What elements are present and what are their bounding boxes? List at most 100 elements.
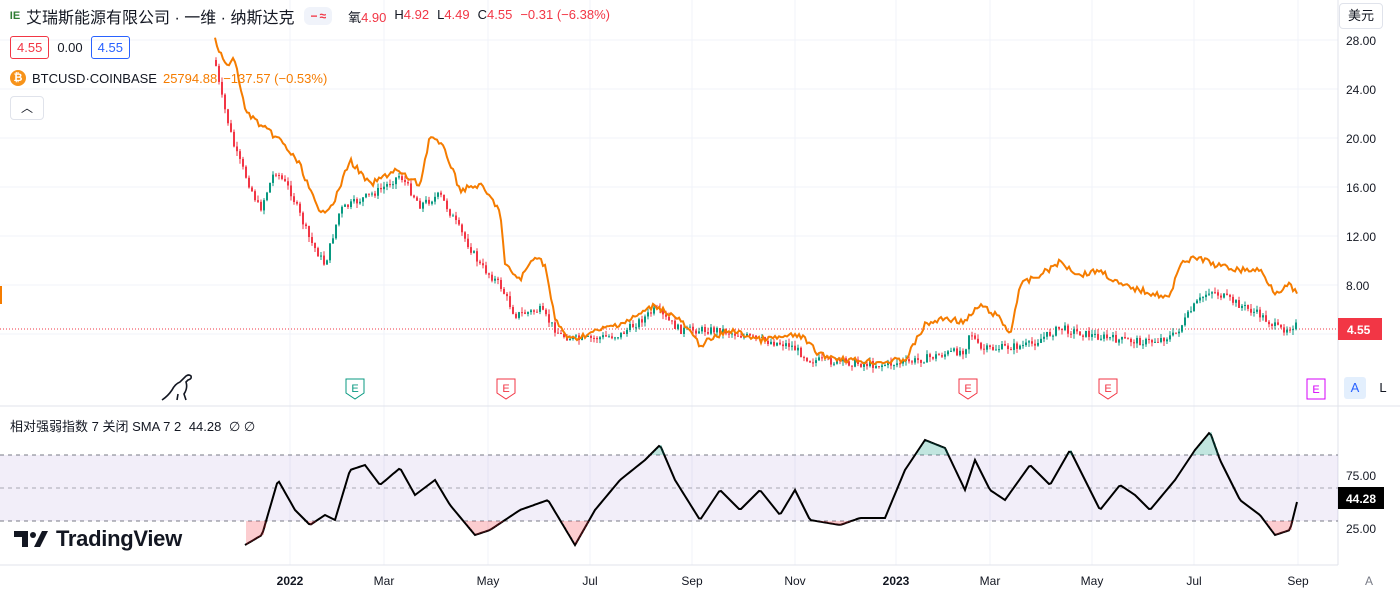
rsi-oversold-fill [464, 521, 466, 522]
candle-body [458, 220, 460, 225]
rsi-oversold-fill [496, 521, 498, 526]
rsi-legend[interactable]: 相对强弱指数 7 关闭 SMA 7 2 44.28 ∅ ∅ [10, 416, 255, 435]
rsi-oversold-fill [588, 521, 590, 523]
candle-body [728, 333, 730, 335]
candle-body [1226, 293, 1228, 295]
candle-body [878, 366, 880, 368]
rsi-line [244, 431, 1298, 547]
market-status-pill[interactable]: − ≈ [304, 7, 333, 25]
earnings-marker[interactable]: E [345, 378, 365, 400]
dinosaur-icon[interactable] [161, 374, 192, 401]
log-scale-button[interactable]: L [1379, 380, 1387, 395]
candle-body [593, 337, 595, 339]
candle-body [485, 265, 487, 274]
candle-body [554, 322, 556, 333]
candle-body [956, 348, 958, 356]
rsi-overbought-oversold-fills [246, 432, 1294, 545]
candle-body [404, 180, 406, 183]
candle-body [1244, 305, 1246, 307]
candle-body [833, 363, 835, 365]
candle-body [1232, 296, 1234, 303]
candle-body [1178, 331, 1180, 334]
candle-body [1172, 332, 1174, 336]
auto-scale-button[interactable]: A [1344, 377, 1366, 399]
candle-body [1295, 322, 1297, 330]
candle-body [230, 123, 232, 132]
candle-body [1025, 342, 1027, 346]
candle-body [869, 361, 871, 367]
rsi-oversold-fill [1268, 521, 1270, 526]
rsi-overbought-fill [1072, 454, 1074, 455]
candle-body [326, 260, 328, 265]
candle-body [1217, 292, 1219, 296]
rsi-overbought-fill [942, 446, 944, 455]
svg-text:E: E [351, 383, 358, 395]
candle-body [1229, 294, 1231, 297]
symbol-title[interactable]: 艾瑞斯能源有限公司 · 一维 · 纳斯达克 [26, 10, 295, 27]
candle-body [599, 337, 601, 340]
compare-series-legend[interactable]: ₿ BTCUSD·COINBASE 25794.88 −137.57 (−0.5… [10, 70, 327, 86]
candle-body [1052, 335, 1054, 337]
candle-body [1214, 292, 1216, 294]
candle-body [623, 332, 625, 334]
rsi-overbought-fill [654, 451, 656, 455]
candle-body [1280, 324, 1282, 328]
candle-body [1085, 330, 1087, 337]
candle-body [383, 186, 385, 190]
rsi-oversold-fill [580, 521, 582, 537]
candle-body [851, 365, 853, 367]
rsi-auto-scale-button[interactable]: A [1364, 574, 1373, 588]
earnings-marker[interactable]: E [958, 378, 978, 400]
rsi-oversold-fill [258, 521, 260, 538]
rsi-oversold-fill [828, 521, 830, 523]
candle-body [299, 203, 301, 213]
candle-body [1175, 332, 1177, 334]
candle-body [695, 330, 697, 334]
candle-body [392, 184, 394, 186]
candle-body [257, 200, 259, 202]
rsi-overbought-fill [946, 450, 948, 455]
earnings-marker[interactable]: E [1098, 378, 1118, 400]
rsi-oversold-fill [502, 521, 504, 522]
candle-body [1274, 322, 1276, 326]
bitcoin-icon: ₿ [10, 70, 26, 86]
candle-body [1061, 328, 1063, 331]
rsi-oversold-fill [834, 521, 836, 524]
candle-body [977, 338, 979, 343]
candle-body [362, 197, 364, 202]
candle-body [1223, 293, 1225, 298]
candle-body [1088, 330, 1090, 337]
candle-body [1205, 294, 1207, 298]
candle-body [1220, 295, 1222, 298]
rsi-overbought-fill [652, 453, 654, 455]
candle-body [899, 363, 901, 365]
tradingview-logo[interactable]: TradingView [14, 526, 182, 552]
earnings-marker[interactable]: E [496, 378, 516, 400]
candle-body [875, 366, 877, 368]
collapse-legend-button[interactable]: ︿ [10, 96, 44, 120]
rsi-oversold-fill [836, 521, 838, 525]
candle-body [287, 181, 289, 186]
candle-body [524, 312, 526, 314]
candle-body [311, 237, 313, 243]
candle-body [269, 182, 271, 193]
candle-body [776, 342, 778, 346]
rsi-value-tag: 44.28 [1346, 492, 1376, 506]
rsi-oversold-fill [568, 521, 570, 534]
candle-body [749, 333, 751, 336]
candle-body [1022, 345, 1024, 347]
currency-selector-button[interactable]: 美元 [1339, 3, 1383, 29]
earnings-marker[interactable]: E [1306, 378, 1326, 400]
candle-body [545, 309, 547, 315]
candle-body [707, 332, 709, 334]
candle-body [1091, 334, 1093, 337]
candle-body [305, 224, 307, 227]
sell-price-box[interactable]: 4.55 [10, 36, 50, 59]
candle-body [794, 345, 796, 351]
rsi-oversold-fill [566, 521, 568, 530]
candle-body [650, 312, 652, 314]
buy-price-box[interactable]: 4.55 [90, 36, 130, 59]
candle-body [1187, 311, 1189, 318]
candle-body [536, 311, 538, 313]
